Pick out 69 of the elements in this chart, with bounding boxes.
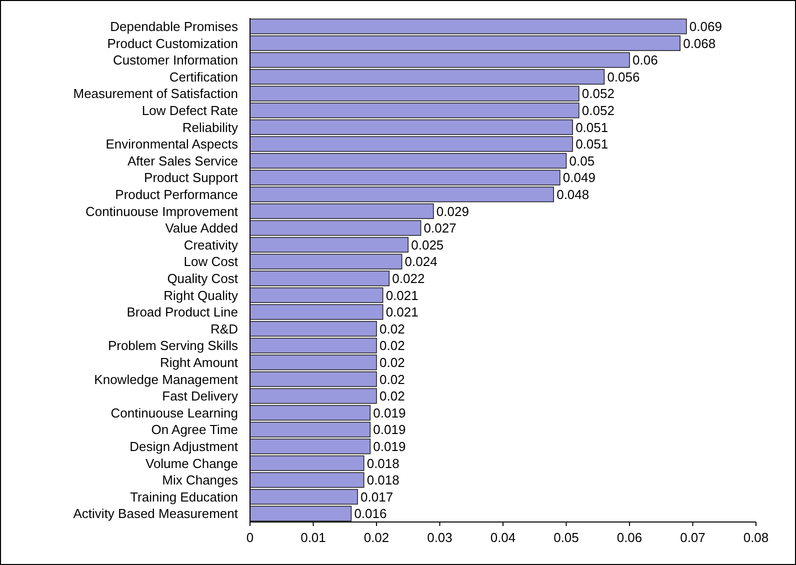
data-label: 0.029 [436,204,469,219]
x-tick-label: 0.06 [616,530,642,545]
y-tick-label: Creativity [184,237,238,252]
y-tick-label: Knowledge Management [94,372,238,387]
y-tick-label: R&D [210,321,238,336]
y-tick-label: Mix Changes [162,472,238,488]
y-tick-label: Quality Cost [167,270,238,286]
data-label: 0.018 [366,472,400,488]
y-tick-label: Activity Based Measurement [73,506,238,522]
y-tick-label: Right Amount [160,354,238,370]
data-label: 0.05 [569,153,595,168]
x-tick-label: 0.05 [554,530,579,545]
data-label: 0.027 [424,220,456,236]
y-tick-label: Product Performance [115,186,238,202]
data-label: 0.021 [386,288,418,303]
y-tick-label: After Sales Service [127,153,238,168]
data-label: 0.019 [373,438,406,454]
x-tick-label: 0 [246,530,254,545]
x-tick-label: 0.01 [300,530,326,545]
data-label: 0.049 [562,170,596,186]
data-label: 0.051 [576,136,608,152]
data-label: 0.052 [582,86,614,102]
y-tick-label: Continuouse Learning [110,405,238,420]
data-label: 0.022 [392,270,425,286]
data-label: 0.068 [683,36,716,51]
data-label: 0.025 [411,237,444,252]
data-label: 0.02 [380,388,405,404]
data-label: 0.018 [366,456,400,471]
data-label: 0.069 [689,18,722,34]
y-tick-label: Low Defect Rate [142,102,238,118]
y-tick-label: Product Customization [107,36,238,51]
y-tick-label: Product Support [144,170,238,186]
y-tick-label: Fast Delivery [162,388,238,404]
data-label: 0.016 [354,506,387,522]
y-tick-label: Problem Serving Skills [108,338,238,354]
data-label: 0.051 [576,120,608,135]
y-tick-label: Value Added [165,220,238,236]
data-label: 0.019 [373,405,406,420]
y-tick-label: Broad Product Line [126,304,238,320]
x-tick-label: 0.04 [490,530,516,545]
data-label: 0.056 [607,69,640,84]
y-tick-label: Continuouse Improvement [86,204,238,219]
y-tick-label: Customer Information [113,52,238,68]
data-label: 0.02 [380,321,405,336]
y-tick-label: Right Quality [164,288,238,303]
data-label: 0.017 [360,489,394,504]
y-tick-label: Low Cost [184,254,238,270]
y-tick-label: Volume Change [145,456,238,471]
y-tick-label: Certification [169,69,238,84]
y-tick-label: Training Education [130,489,238,504]
x-tick-label: 0.07 [680,530,706,545]
data-label: 0.024 [404,254,438,270]
y-tick-label: Measurement of Satisfaction [73,86,238,102]
y-tick-label: On Agree Time [151,422,238,438]
data-label: 0.048 [556,186,590,202]
data-label: 0.02 [380,338,405,354]
data-label: 0.02 [380,354,405,370]
data-label: 0.021 [386,304,418,320]
x-tick-label: 0.02 [364,530,390,545]
y-tick-label: Dependable Promises [110,18,238,34]
x-tick-label: 0.03 [427,530,452,545]
data-label: 0.052 [582,102,614,118]
data-label: 0.02 [380,372,405,387]
x-tick-label: 0.08 [743,530,769,545]
y-tick-label: Design Adjustment [130,438,238,454]
y-tick-label: Reliability [182,120,238,135]
data-label: 0.019 [373,422,406,438]
data-label: 0.06 [632,52,658,68]
y-tick-label: Environmental Aspects [106,136,238,152]
